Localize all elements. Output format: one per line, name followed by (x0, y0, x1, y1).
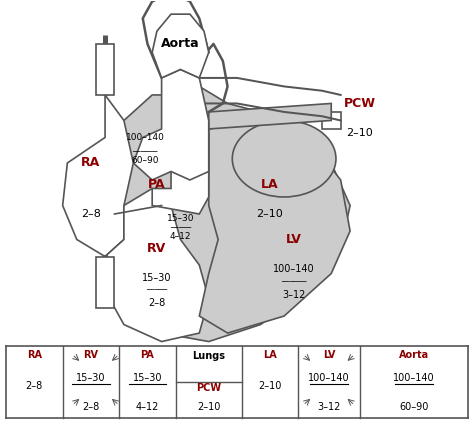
Text: 15–30: 15–30 (142, 273, 172, 283)
Text: LA: LA (263, 350, 277, 360)
Ellipse shape (232, 120, 336, 197)
Text: 100–140: 100–140 (308, 373, 350, 383)
Text: PA: PA (141, 350, 155, 360)
Text: RA: RA (82, 157, 100, 169)
Polygon shape (199, 120, 350, 333)
Polygon shape (322, 112, 341, 129)
Text: LV: LV (286, 233, 301, 246)
Polygon shape (209, 104, 331, 129)
Text: 2–8: 2–8 (81, 209, 101, 219)
Text: 15–30: 15–30 (76, 373, 106, 383)
Text: RV: RV (147, 241, 166, 255)
Text: LA: LA (261, 178, 279, 191)
Text: 60–90: 60–90 (399, 402, 428, 413)
Text: ──────: ────── (281, 279, 306, 285)
Text: PCW: PCW (344, 97, 375, 110)
Polygon shape (133, 69, 209, 180)
Polygon shape (96, 44, 115, 95)
Text: 100–140: 100–140 (126, 133, 164, 142)
Polygon shape (152, 14, 209, 78)
Text: 2–10: 2–10 (346, 128, 373, 138)
Text: ─────: ───── (170, 225, 191, 231)
Polygon shape (105, 188, 209, 342)
Text: 2–10: 2–10 (258, 381, 282, 391)
Text: 60–90: 60–90 (131, 156, 159, 165)
Text: ─────: ───── (146, 288, 167, 294)
Polygon shape (96, 86, 350, 342)
Text: 100–140: 100–140 (273, 264, 314, 274)
Polygon shape (63, 95, 133, 256)
Text: 15–30: 15–30 (133, 373, 162, 383)
Text: 3–12: 3–12 (282, 290, 305, 300)
Text: RV: RV (83, 350, 99, 360)
Text: 4–12: 4–12 (136, 402, 159, 413)
Text: 2–8: 2–8 (26, 381, 43, 391)
Text: 2–8: 2–8 (82, 402, 100, 413)
Text: 100–140: 100–140 (393, 373, 435, 383)
Text: 15–30: 15–30 (167, 214, 194, 223)
Text: 3–12: 3–12 (317, 402, 341, 413)
Text: 4–12: 4–12 (170, 232, 191, 241)
Text: PA: PA (148, 178, 166, 191)
Text: 2–10: 2–10 (197, 402, 220, 413)
Text: RA: RA (27, 350, 42, 360)
Text: LV: LV (323, 350, 335, 360)
Text: Aorta: Aorta (161, 37, 200, 51)
Text: PCW: PCW (196, 383, 221, 393)
FancyBboxPatch shape (6, 346, 468, 418)
Text: 2–8: 2–8 (148, 298, 165, 308)
Polygon shape (152, 120, 209, 214)
Text: ──────: ────── (132, 149, 158, 155)
Text: Aorta: Aorta (399, 350, 429, 360)
Text: Lungs: Lungs (192, 351, 225, 362)
Polygon shape (96, 256, 115, 308)
Text: 2–10: 2–10 (256, 209, 283, 219)
